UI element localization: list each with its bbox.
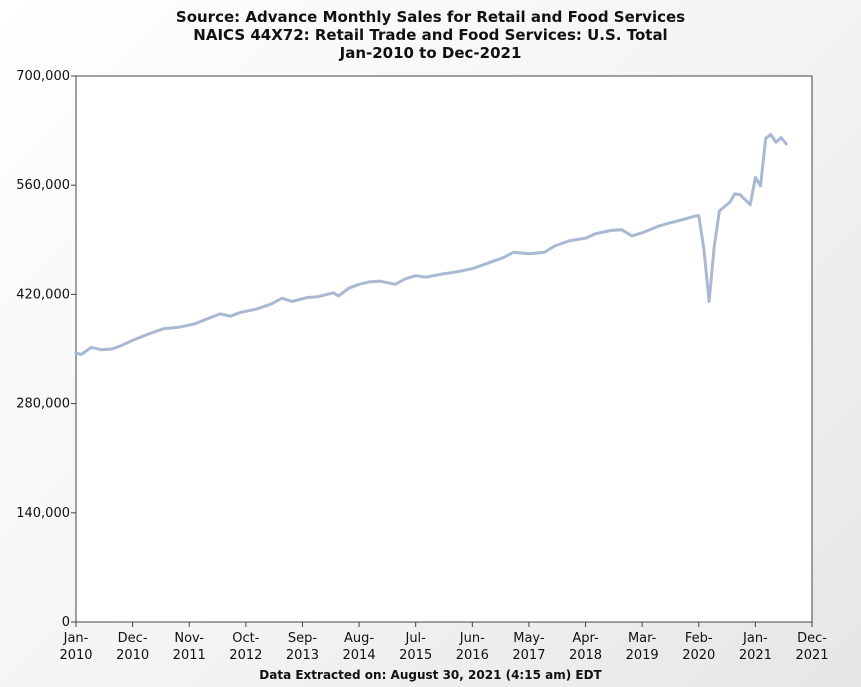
y-tick-label: 420,000 [16,287,70,302]
x-tick-label-year: 2012 [229,648,262,663]
x-tick-label-month: Nov- [174,631,204,646]
y-tick-label: 700,000 [16,69,70,84]
x-tick-label-month: Dec- [118,631,148,646]
series-line [74,133,788,356]
x-tick-label-month: Sep- [288,631,318,646]
x-tick-label-year: 2016 [456,648,489,663]
x-tick-label-month: Jan- [63,631,89,646]
x-tick-label-year: 2011 [173,648,206,663]
x-tick-label-year: 2013 [286,648,319,663]
x-tick-label-year: 2014 [343,648,376,663]
x-tick-label-month: May- [513,631,545,646]
x-tick-label-month: Feb- [685,631,713,646]
x-tick-label-year: 2021 [795,648,828,663]
x-tick-label-year: 2015 [399,648,432,663]
x-tick-label-month: Mar- [628,631,657,646]
y-tick-label: 140,000 [16,506,70,521]
chart-title-line-2: NAICS 44X72: Retail Trade and Food Servi… [193,26,668,44]
x-tick-label-month: Apr- [572,631,599,646]
y-tick-label: 0 [62,615,70,630]
y-tick-label: 280,000 [16,397,70,412]
chart-title-line-3: Jan-2010 to Dec-2021 [339,44,522,62]
chart-title: Source: Advance Monthly Sales for Retail… [0,8,861,62]
x-tick-label-year: 2018 [569,648,602,663]
x-tick-label-month: Jan- [742,631,768,646]
x-tick-label-year: 2017 [512,648,545,663]
x-tick-label-year: 2020 [682,648,715,663]
x-tick-label-month: Aug- [344,631,374,646]
y-axis: 0 140,000 280,000 420,000 560,000 700,000 [16,69,76,630]
plot-area [75,75,813,623]
x-tick-label-month: Jul- [404,631,426,646]
x-tick-label-month: Dec- [797,631,827,646]
y-tick-label: 560,000 [16,178,70,193]
x-tick-label-year: 2010 [116,648,149,663]
x-tick-label-year: 2010 [59,648,92,663]
x-tick-label-month: Jun- [459,631,485,646]
chart-title-line-1: Source: Advance Monthly Sales for Retail… [175,8,686,26]
data-extracted-note: Data Extracted on: August 30, 2021 (4:15… [259,668,602,682]
x-tick-label-year: 2021 [739,648,772,663]
x-tick-label-month: Oct- [232,631,259,646]
x-axis: Jan- 2010 Dec- 2010 Nov- 2011 Oct- 2012 Sep- 2013… [59,622,829,663]
x-tick-label-year: 2019 [626,648,659,663]
series-layer [74,133,788,356]
